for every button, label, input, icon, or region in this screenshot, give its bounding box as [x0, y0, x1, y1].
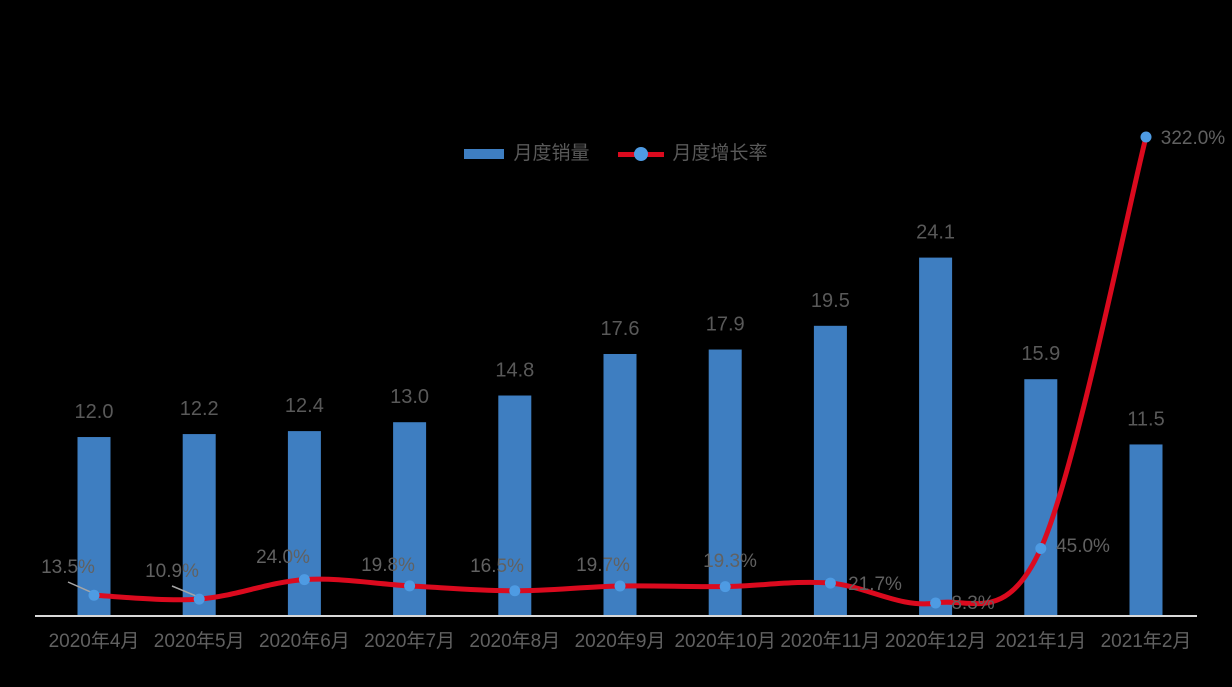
- x-axis-label-2020年6月: 2020年6月: [259, 630, 350, 652]
- x-axis-label-2020年7月: 2020年7月: [364, 630, 455, 652]
- growth-value-label-2020年6月: 24.0%: [256, 547, 310, 568]
- growth-value-label-2020年10月: 19.3%: [703, 551, 757, 572]
- bar-value-label-2021年1月: 15.9: [1021, 343, 1060, 365]
- growth-value-label-2020年12月: 8.3%: [951, 593, 994, 614]
- growth-value-label-2020年5月: 10.9%: [145, 561, 199, 582]
- bar-value-label-2020年4月: 12.0: [75, 401, 114, 423]
- growth-marker-2020年9月: [614, 580, 626, 592]
- bar-value-label-2020年12月: 24.1: [916, 222, 955, 244]
- x-axis-label-2020年11月: 2020年11月: [780, 630, 880, 652]
- growth-value-label-2020年9月: 19.7%: [576, 555, 630, 576]
- bar-2021年1月: [1024, 379, 1058, 615]
- x-axis-label-2020年12月: 2020年12月: [885, 630, 986, 652]
- bar-2020年11月: [813, 325, 847, 615]
- bar-value-label-2020年10月: 17.9: [706, 314, 745, 336]
- bar-2020年9月: [603, 353, 637, 615]
- bar-value-label-2020年11月: 19.5: [811, 290, 850, 312]
- growth-marker-2020年10月: [719, 581, 731, 593]
- growth-value-label-2021年1月: 45.0%: [1056, 536, 1110, 557]
- x-axis-label-2020年8月: 2020年8月: [469, 630, 560, 652]
- x-axis-label-2020年5月: 2020年5月: [154, 630, 245, 652]
- x-axis-label-2020年9月: 2020年9月: [575, 630, 666, 652]
- growth-value-label-2021年2月: 322.0%: [1161, 128, 1226, 149]
- bar-value-label-2021年2月: 11.5: [1127, 408, 1164, 430]
- bar-value-label-2020年9月: 17.6: [601, 318, 640, 340]
- bar-value-label-2020年5月: 12.2: [180, 398, 219, 420]
- bar-2020年6月: [287, 431, 321, 615]
- growth-value-label-2020年8月: 16.5%: [470, 556, 524, 577]
- growth-value-label-2020年4月: 13.5%: [41, 557, 95, 578]
- growth-marker-2020年7月: [404, 580, 416, 592]
- x-axis-label-2021年1月: 2021年1月: [995, 630, 1086, 652]
- bar-value-label-2020年6月: 12.4: [285, 395, 324, 417]
- bar-2020年12月: [919, 257, 953, 615]
- bar-2020年5月: [182, 434, 216, 615]
- bar-2020年8月: [498, 395, 532, 615]
- growth-marker-2021年2月: [1140, 131, 1152, 143]
- growth-value-label-2020年11月: 21.7%: [848, 574, 902, 595]
- bar-value-label-2020年8月: 14.8: [495, 360, 534, 382]
- growth-marker-2020年5月: [193, 593, 205, 605]
- bar-2020年4月: [77, 437, 111, 615]
- growth-marker-2020年6月: [298, 574, 310, 586]
- growth-value-label-2020年7月: 19.8%: [361, 555, 415, 576]
- x-axis-label-2020年10月: 2020年10月: [674, 630, 775, 652]
- growth-marker-2021年1月: [1035, 542, 1047, 554]
- leader-line-2020年5月: [171, 585, 197, 597]
- bar-2021年2月: [1129, 444, 1163, 615]
- x-axis-label-2021年2月: 2021年2月: [1101, 630, 1192, 652]
- bar-value-label-2020年7月: 13.0: [390, 386, 429, 408]
- growth-marker-2020年11月: [824, 577, 836, 589]
- growth-marker-2020年12月: [930, 597, 942, 609]
- growth-marker-2020年8月: [509, 585, 521, 597]
- growth-marker-2020年4月: [88, 589, 100, 601]
- bar-2020年10月: [708, 349, 742, 615]
- x-axis-label-2020年4月: 2020年4月: [49, 630, 140, 652]
- leader-line-2020年4月: [67, 581, 92, 593]
